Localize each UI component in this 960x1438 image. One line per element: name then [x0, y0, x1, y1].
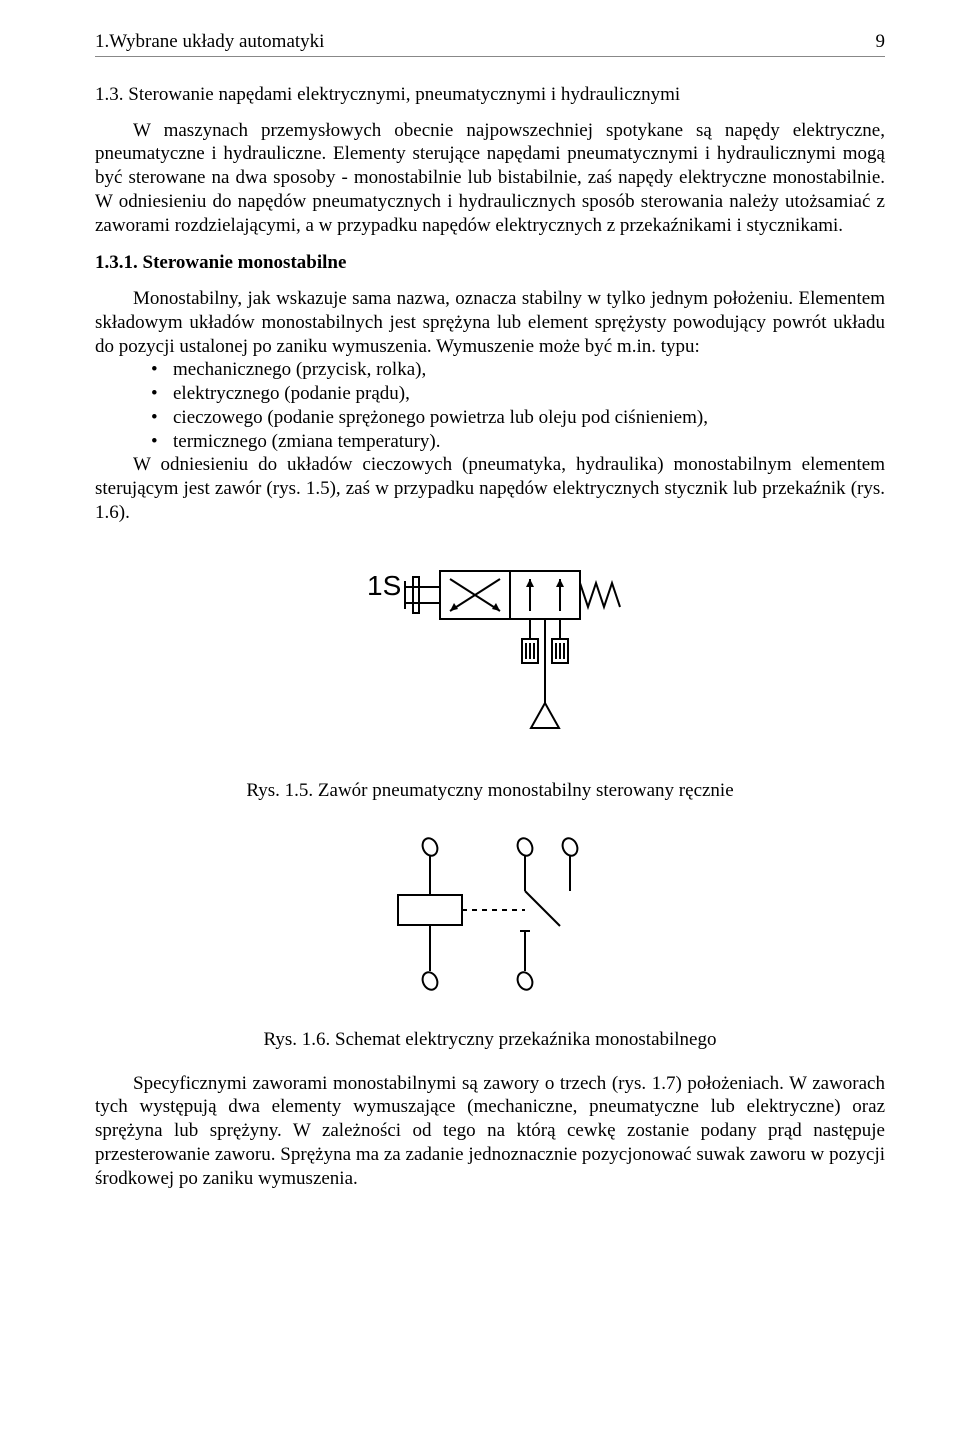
page: 1.Wybrane układy automatyki 9 1.3. Stero… [0, 0, 960, 1230]
bullet-list: mechanicznego (przycisk, rolka), elektry… [95, 358, 885, 453]
bullet-item: cieczowego (podanie sprężonego powietrza… [173, 406, 885, 430]
figure-1-6-caption: Rys. 1.6. Schemat elektryczny przekaźnik… [95, 1028, 885, 1052]
figure-1-5-caption: Rys. 1.5. Zawór pneumatyczny monostabiln… [95, 779, 885, 803]
bullet-item: termicznego (zmiana temperatury). [173, 430, 885, 454]
running-header: 1.Wybrane układy automatyki 9 [95, 30, 885, 57]
header-left: 1.Wybrane układy automatyki [95, 30, 324, 54]
bullet-item: mechanicznego (przycisk, rolka), [173, 358, 885, 382]
figure-1-6 [95, 831, 885, 1018]
section-1-3-para-1: W maszynach przemysłowych obecnie najpow… [95, 119, 885, 238]
last-paragraph: Specyficznymi zaworami monostabilnymi są… [95, 1072, 885, 1191]
section-1-3-1-after-list: W odniesieniu do układów cieczowych (pne… [95, 453, 885, 524]
valve-diagram-icon: 1S [355, 553, 625, 763]
section-1-3-title: 1.3. Sterowanie napędami elektrycznymi, … [95, 83, 885, 107]
figure-1-5: 1S [95, 553, 885, 770]
page-number: 9 [876, 30, 886, 54]
valve-label: 1S [367, 570, 401, 601]
section-1-3-1-title: 1.3.1. Sterowanie monostabilne [95, 251, 885, 275]
section-1-3-1-intro: Monostabilny, jak wskazuje sama nazwa, o… [95, 287, 885, 358]
bullet-item: elektrycznego (podanie prądu), [173, 382, 885, 406]
relay-diagram-icon [360, 831, 620, 1011]
